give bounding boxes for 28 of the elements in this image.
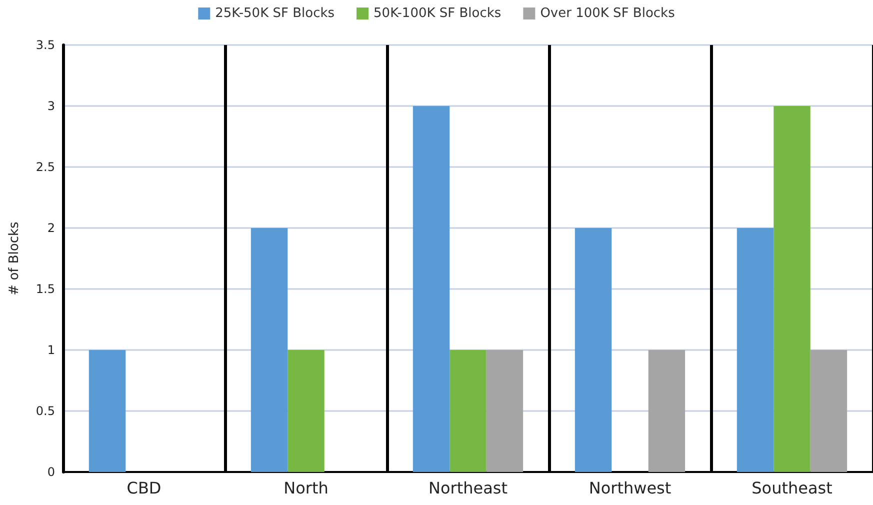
legend-label: 50K-100K SF Blocks (374, 6, 502, 21)
bar (648, 350, 686, 472)
y-tick-label: 2 (47, 221, 55, 235)
x-tick-label: CBD (126, 478, 162, 498)
bar (486, 350, 524, 472)
bar (574, 228, 612, 472)
y-tick-label: 1 (47, 343, 55, 357)
y-tick-label: 2.5 (36, 160, 55, 174)
bar (810, 350, 848, 472)
x-tick-label: Northeast (428, 478, 508, 498)
bar (774, 106, 810, 472)
x-tick-label: Northwest (588, 478, 672, 498)
bar (250, 228, 288, 472)
y-tick-label: 3 (47, 99, 55, 113)
y-tick-label: 0 (47, 465, 55, 479)
y-tick-label: 3.5 (36, 38, 55, 52)
bar (736, 228, 774, 472)
x-tick-label: North (284, 478, 328, 498)
bar (412, 106, 450, 472)
bar (288, 350, 324, 472)
bar (88, 350, 126, 472)
y-axis-title: # of Blocks (7, 221, 22, 296)
bar (450, 350, 486, 472)
y-tick-label: 1.5 (36, 282, 55, 296)
legend-label: Over 100K SF Blocks (540, 6, 676, 21)
legend-label: 25K-50K SF Blocks (215, 6, 335, 21)
x-tick-label: Southeast (752, 478, 832, 498)
y-tick-label: 0.5 (36, 404, 55, 418)
